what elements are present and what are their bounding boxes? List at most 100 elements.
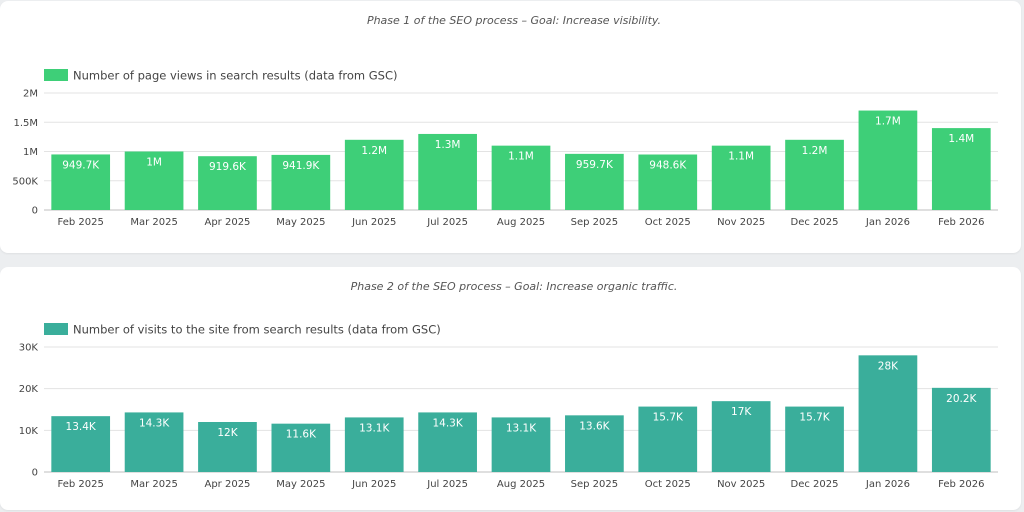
chart-title: Phase 1 of the SEO process – Goal: Incre… (367, 14, 661, 27)
bar[interactable] (418, 133, 477, 210)
data-label: 919.6K (209, 161, 247, 173)
bar[interactable] (124, 151, 184, 211)
y-tick-label: 0 (32, 206, 38, 217)
legend-swatch (44, 69, 68, 81)
x-tick-label: Oct 2025 (645, 217, 691, 228)
chart-card-phase-2: Phase 2 of the SEO process – Goal: Incre… (0, 267, 1021, 510)
x-tick-label: Dec 2025 (791, 479, 839, 490)
bar[interactable] (491, 417, 551, 472)
bar[interactable] (785, 406, 844, 472)
x-tick-label: Jan 2026 (865, 479, 910, 490)
bar[interactable] (124, 412, 184, 472)
x-tick-label: Jun 2025 (351, 217, 396, 228)
bar[interactable] (931, 387, 991, 472)
bar[interactable] (418, 412, 477, 472)
bar[interactable] (271, 154, 331, 210)
bar[interactable] (344, 417, 404, 472)
x-tick-label: Oct 2025 (645, 479, 691, 490)
bar[interactable] (858, 110, 918, 210)
data-label: 15.7K (653, 412, 684, 424)
bar[interactable] (638, 154, 698, 210)
bars: 949.7K Feb 2025 1M Mar 2025 919.6K Apr 2025 94… (51, 110, 991, 228)
x-tick-label: Feb 2025 (58, 217, 104, 228)
data-label: 959.7K (576, 159, 614, 171)
data-label: 1.1M (508, 151, 534, 163)
x-tick-label: Dec 2025 (791, 217, 839, 228)
x-tick-label: Nov 2025 (717, 217, 765, 228)
bar[interactable] (344, 139, 404, 210)
bar[interactable] (711, 145, 771, 210)
data-label: 1.2M (802, 145, 828, 157)
y-tick-label: 10K (19, 426, 39, 437)
x-tick-label: Apr 2025 (204, 217, 250, 228)
x-tick-label: Jun 2025 (351, 479, 396, 490)
data-label: 1.3M (435, 139, 461, 151)
data-label: 941.9K (282, 160, 320, 172)
bar[interactable] (858, 355, 918, 472)
data-label: 13.1K (506, 422, 537, 434)
data-label: 12K (217, 427, 238, 439)
data-label: 11.6K (286, 429, 317, 441)
data-label: 13.4K (66, 421, 97, 433)
y-tick-label: 2M (23, 89, 38, 100)
legend[interactable]: Number of visits to the site from search… (44, 323, 441, 337)
bar[interactable] (51, 154, 111, 210)
bar[interactable] (638, 406, 698, 472)
data-label: 17K (731, 406, 752, 418)
bar[interactable] (51, 416, 111, 472)
x-tick-label: May 2025 (276, 479, 325, 490)
bar[interactable] (491, 145, 551, 210)
legend-label: Number of visits to the site from search… (73, 323, 441, 337)
chart-title: Phase 2 of the SEO process – Goal: Incre… (351, 280, 678, 293)
x-tick-label: Aug 2025 (497, 479, 545, 490)
data-label: 13.6K (579, 420, 610, 432)
chart-phase-1-page-views: Phase 1 of the SEO process – Goal: Incre… (12, 14, 998, 228)
data-label: 1.1M (728, 151, 754, 163)
data-label: 948.6K (649, 160, 687, 172)
legend-label: Number of page views in search results (… (73, 69, 397, 83)
x-tick-label: Jul 2025 (426, 479, 468, 490)
y-tick-label: 1M (23, 147, 38, 158)
data-label: 1M (146, 157, 162, 169)
bar[interactable] (785, 139, 844, 210)
bar[interactable] (198, 156, 257, 210)
x-tick-label: Feb 2025 (58, 479, 104, 490)
x-tick-label: May 2025 (276, 217, 325, 228)
data-label: 1.2M (361, 145, 387, 157)
data-label: 949.7K (62, 159, 100, 171)
chart-card-phase-1: Phase 1 of the SEO process – Goal: Incre… (0, 1, 1021, 253)
data-label: 20.2K (946, 393, 977, 405)
x-tick-label: Mar 2025 (130, 217, 178, 228)
bar[interactable] (931, 128, 991, 210)
legend-swatch (44, 323, 68, 335)
bar[interactable] (711, 401, 771, 472)
x-tick-label: Sep 2025 (571, 479, 618, 490)
y-tick-label: 500K (12, 176, 38, 187)
x-tick-label: Jan 2026 (865, 217, 910, 228)
data-label: 13.1K (359, 422, 390, 434)
data-label: 1.7M (875, 116, 901, 128)
y-tick-label: 1.5M (13, 118, 38, 129)
bar[interactable] (565, 415, 624, 472)
y-tick-label: 0 (32, 468, 38, 479)
data-label: 14.3K (432, 417, 463, 429)
x-tick-label: Apr 2025 (204, 479, 250, 490)
bar[interactable] (198, 422, 257, 472)
data-label: 28K (878, 360, 899, 372)
x-tick-label: Jul 2025 (426, 217, 468, 228)
y-tick-label: 30K (19, 343, 39, 354)
x-tick-label: Feb 2026 (938, 217, 984, 228)
x-tick-label: Feb 2026 (938, 479, 984, 490)
bar[interactable] (271, 423, 331, 472)
legend[interactable]: Number of page views in search results (… (44, 69, 397, 83)
bars: 13.4K Feb 2025 14.3K Mar 2025 12K Apr 2025 11.… (51, 355, 991, 490)
x-tick-label: Nov 2025 (717, 479, 765, 490)
x-tick-label: Sep 2025 (571, 217, 618, 228)
bar[interactable] (565, 153, 624, 210)
data-label: 1.4M (948, 133, 974, 145)
data-label: 15.7K (799, 412, 830, 424)
x-tick-label: Aug 2025 (497, 217, 545, 228)
x-tick-label: Mar 2025 (130, 479, 178, 490)
chart-phase-2-visits: Phase 2 of the SEO process – Goal: Incre… (19, 280, 998, 490)
y-tick-label: 20K (19, 384, 39, 395)
